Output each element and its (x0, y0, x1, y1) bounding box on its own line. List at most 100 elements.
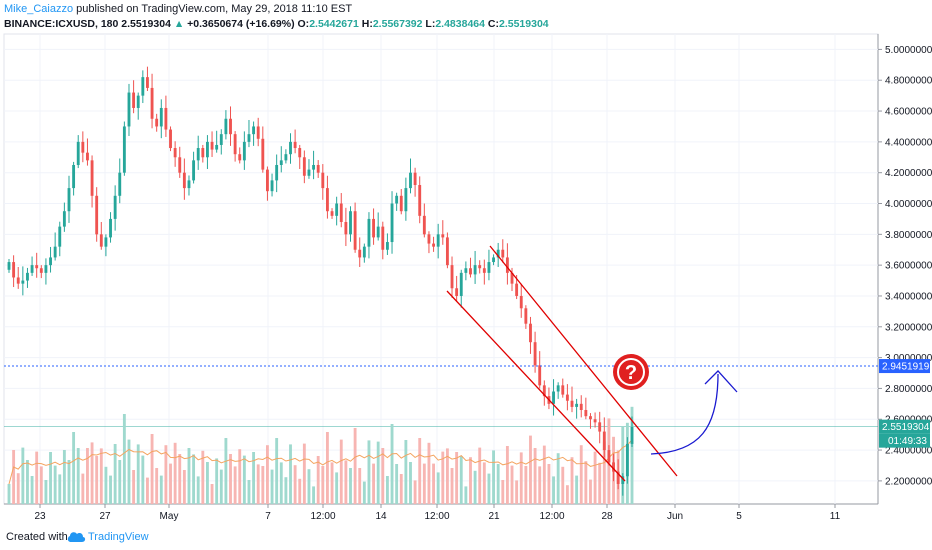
volume-bar (570, 457, 574, 504)
price-tick-label: 3.8000000 (885, 230, 932, 241)
candle-body (441, 234, 445, 238)
candle-body (612, 462, 615, 472)
published-text: published on TradingView.com, May 29, 20… (73, 3, 353, 15)
candle-body (284, 154, 288, 161)
price-tick-label: 3.2000000 (885, 322, 932, 333)
candle-body (113, 195, 117, 219)
volume-bar (178, 454, 182, 504)
candle-body (593, 419, 597, 423)
candle-body (90, 160, 94, 196)
candle-body (473, 265, 477, 275)
candle-body (182, 172, 186, 189)
candle-body (219, 134, 223, 145)
candle-body (256, 126, 260, 139)
candle-body (261, 138, 265, 170)
volume-bar (445, 448, 449, 504)
volume-bar (302, 443, 306, 504)
volume-bar (173, 442, 177, 504)
price-tick-label: 4.8000000 (885, 76, 932, 87)
volume-bar (265, 445, 269, 504)
volume-bar (118, 460, 122, 504)
publisher-line: Mike_Caiazzo published on TradingView.co… (4, 2, 352, 16)
volume-bar (201, 450, 205, 504)
volume-bar (385, 476, 389, 504)
candle-body (358, 249, 362, 258)
candle-body (127, 92, 131, 127)
countdown-box (879, 433, 930, 448)
candle-body (607, 450, 611, 463)
candle-body (422, 215, 426, 235)
volume-bar (206, 462, 209, 504)
candle-body (99, 234, 103, 247)
candle-body (510, 272, 514, 284)
time-scale[interactable]: 23 27 May 7 12:00 14 12:00 21 12:00 28 Jun 5 11 (34, 504, 841, 522)
channel-upper-line[interactable] (489, 245, 678, 477)
candle-body (169, 129, 172, 149)
volume-bar (312, 486, 316, 504)
volume-bar (589, 479, 592, 504)
candle-body (344, 222, 348, 235)
price-tick-label: 2.8000000 (885, 384, 932, 395)
volume-bar (575, 475, 579, 504)
candle-body (478, 265, 482, 269)
volume-bar (141, 455, 145, 504)
candle-body (150, 87, 154, 119)
price-tick-label: 4.4000000 (885, 137, 932, 148)
volume-bar (367, 440, 371, 504)
grid-lines (4, 34, 878, 504)
volume-bar (602, 441, 606, 504)
time-tick-label: 23 (34, 511, 46, 522)
volume-bar (215, 458, 219, 504)
candle-body (450, 265, 454, 289)
forecast-arrow[interactable] (650, 373, 719, 455)
candle-body (164, 107, 168, 130)
open-label: O: (297, 18, 310, 30)
candle-body (325, 188, 329, 212)
volume-bar (515, 480, 519, 504)
candle-body (505, 257, 509, 273)
candle-body (376, 226, 380, 238)
candle-body (109, 218, 112, 238)
candle-body (132, 92, 136, 108)
candle-body (335, 203, 339, 216)
candle-body (302, 157, 306, 176)
time-tick-label: 5 (736, 511, 742, 522)
candle-body (224, 118, 228, 135)
candle-body (289, 141, 292, 155)
volume-bar (598, 462, 602, 504)
tradingview-link[interactable]: TradingView (88, 531, 149, 543)
volume-bar (67, 460, 71, 504)
candle-body (86, 152, 89, 161)
candle-body (35, 265, 39, 269)
time-tick-label: 28 (601, 511, 613, 522)
volume-bar (487, 473, 491, 504)
candle-body (146, 77, 149, 88)
volume-bar (422, 463, 426, 504)
volume-bar (524, 466, 528, 504)
volume-bar (49, 452, 52, 504)
candle-body (270, 180, 274, 192)
volume-bar (307, 469, 311, 504)
low-label: L: (425, 18, 436, 30)
question-mark-icon[interactable]: ? (613, 354, 649, 390)
volume-bar (30, 476, 34, 504)
price-tick-label: 3.6000000 (885, 261, 932, 272)
up-arrow-icon: ▲ (173, 18, 185, 30)
price-chart[interactable]: ? 5.0000000 4.8000000 4.6000000 4.4000000 4.… (0, 0, 932, 526)
open-value: 2.5442671 (309, 18, 359, 30)
author-link[interactable]: Mike_Caiazzo (4, 3, 74, 15)
volume-bar (482, 462, 486, 504)
candle-body (432, 243, 435, 247)
candle-body (238, 154, 242, 161)
time-tick-label: 21 (488, 511, 500, 522)
volume-bar (127, 439, 131, 504)
volume-bar (538, 466, 542, 504)
channel-lower-line[interactable] (446, 290, 626, 482)
candle-body (104, 237, 108, 247)
volume-bar (409, 462, 412, 504)
volume-bar (321, 466, 325, 504)
volume-bar (242, 455, 246, 504)
candle-body (464, 268, 468, 273)
candle-body (242, 141, 246, 161)
candle-body (349, 211, 352, 235)
